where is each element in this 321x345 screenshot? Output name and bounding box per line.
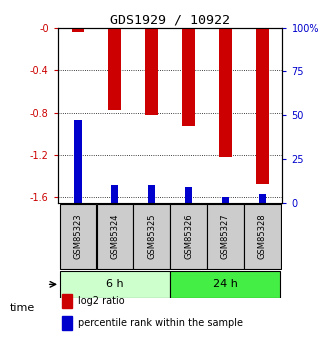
Bar (182, 28, 195, 126)
Bar (60, 271, 170, 298)
Bar (111, 185, 118, 203)
Text: GSM85325: GSM85325 (147, 214, 156, 259)
Title: GDS1929 / 10922: GDS1929 / 10922 (110, 13, 230, 27)
Text: time: time (10, 303, 35, 313)
Bar (148, 185, 155, 203)
Text: log2 ratio: log2 ratio (78, 296, 125, 306)
Bar (259, 194, 266, 203)
Text: percentile rank within the sample: percentile rank within the sample (78, 318, 243, 328)
Text: GSM85328: GSM85328 (258, 214, 267, 259)
Bar (62, 294, 72, 308)
Text: GSM85324: GSM85324 (110, 214, 119, 259)
Bar (207, 204, 244, 269)
Bar (108, 28, 121, 110)
Bar (222, 197, 229, 203)
Bar (219, 28, 232, 157)
Bar (97, 204, 133, 269)
Bar (244, 204, 281, 269)
Text: 24 h: 24 h (213, 279, 238, 289)
Bar (145, 28, 158, 115)
Text: GSM85326: GSM85326 (184, 214, 193, 259)
Text: 6 h: 6 h (106, 279, 124, 289)
Text: GSM85323: GSM85323 (74, 214, 82, 259)
Bar (256, 28, 269, 184)
Text: GSM85327: GSM85327 (221, 214, 230, 259)
Bar (62, 316, 72, 330)
Bar (133, 204, 170, 269)
Bar (60, 204, 96, 269)
Bar (170, 204, 207, 269)
Bar (185, 187, 192, 203)
Bar (72, 28, 84, 32)
Bar (170, 271, 280, 298)
Bar (74, 120, 82, 203)
